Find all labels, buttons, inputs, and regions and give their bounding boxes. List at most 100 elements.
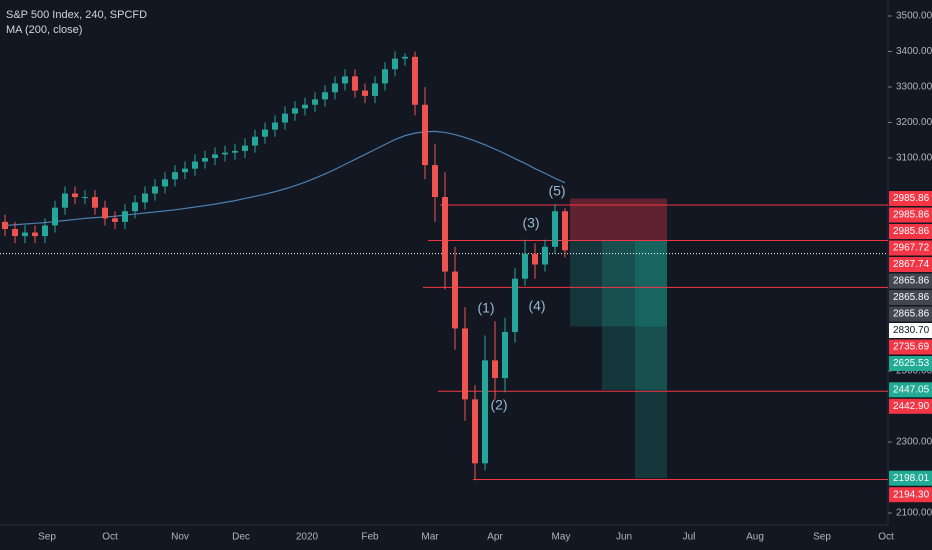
candle-body — [372, 83, 378, 96]
candle-body — [292, 108, 298, 114]
candle-body — [122, 211, 128, 222]
candle-body — [252, 136, 258, 146]
price-label: 2865.86 — [893, 276, 930, 287]
x-tick-label: Mar — [421, 532, 439, 543]
candle-body — [232, 150, 238, 153]
y-tick-label: 3400.00 — [896, 46, 932, 57]
candle-body — [162, 179, 168, 187]
candle-body — [212, 154, 218, 158]
x-tick-label: Oct — [102, 532, 118, 543]
x-tick-label: May — [552, 532, 571, 543]
candle-body — [272, 122, 278, 130]
price-label: 2447.05 — [893, 384, 930, 395]
candle-body — [472, 399, 478, 464]
price-label-box — [889, 487, 932, 503]
candle-body — [532, 253, 538, 265]
y-tick-label: 2500.00 — [896, 366, 932, 377]
price-label-box — [889, 290, 932, 306]
y-tick-label: 3500.00 — [896, 11, 932, 22]
candle-body — [222, 152, 228, 155]
candle-body — [452, 271, 458, 329]
price-label-box — [889, 356, 932, 372]
candle-body — [112, 218, 118, 222]
candle-body — [432, 165, 438, 198]
candle-body — [552, 211, 558, 247]
price-label-box — [889, 306, 932, 322]
candle-body — [502, 331, 508, 379]
candle-body — [172, 172, 178, 180]
candle-body — [542, 246, 548, 265]
candle-body — [522, 253, 528, 279]
wave-label: (5) — [548, 183, 565, 199]
candle-body — [362, 90, 368, 96]
target-zone — [635, 240, 667, 479]
price-label: 2985.86 — [893, 226, 930, 237]
candle-body — [72, 193, 78, 198]
price-label: 2985.86 — [893, 210, 930, 221]
price-label-box — [889, 470, 932, 486]
candle-body — [42, 225, 48, 237]
wave-label: (2) — [490, 397, 507, 413]
candle-body — [2, 221, 8, 229]
y-tick-label: 3200.00 — [896, 117, 932, 128]
price-label-box — [889, 207, 932, 223]
candle-body — [142, 193, 148, 203]
x-tick-label: Nov — [171, 532, 189, 543]
candle-body — [52, 207, 58, 226]
candle-body — [312, 99, 318, 105]
y-tick-label: 2300.00 — [896, 437, 932, 448]
candle-body — [12, 229, 18, 237]
wave-label: (4) — [528, 298, 545, 314]
candle-body — [152, 186, 158, 194]
candle-body — [402, 56, 408, 59]
candle-body — [462, 328, 468, 400]
x-tick-label: Oct — [878, 532, 894, 543]
x-tick-label: Feb — [361, 532, 379, 543]
candle-body — [192, 161, 198, 169]
target-zone — [602, 240, 667, 390]
price-label-box — [889, 224, 932, 240]
wave-label: (1) — [477, 300, 494, 316]
candle-body — [132, 202, 138, 212]
candle-body — [562, 211, 568, 251]
price-label: 2194.30 — [893, 489, 930, 500]
candle-body — [512, 278, 518, 332]
candle-body — [482, 360, 488, 464]
price-label-box — [889, 191, 932, 207]
candle-body — [182, 168, 188, 173]
candle-body — [262, 129, 268, 137]
price-label: 2198.01 — [893, 473, 930, 484]
y-tick-label: 3100.00 — [896, 153, 932, 164]
candle-body — [302, 104, 308, 109]
indicator-title: MA (200, close) — [6, 24, 82, 36]
x-tick-label: 2020 — [296, 532, 319, 543]
price-label: 2867.74 — [893, 259, 930, 270]
moving-average — [4, 130, 566, 227]
price-label: 2735.69 — [893, 342, 930, 353]
x-tick-label: Jun — [616, 532, 632, 543]
candle-body — [332, 83, 338, 93]
candle-body — [82, 197, 88, 199]
price-label: 2865.86 — [893, 292, 930, 303]
y-tick-label: 2100.00 — [896, 508, 932, 519]
candle-body — [32, 232, 38, 237]
x-tick-label: Apr — [487, 532, 503, 543]
price-label: 2967.72 — [893, 243, 930, 254]
x-tick-label: Sep — [38, 532, 56, 543]
candle-body — [422, 104, 428, 166]
price-label: 2865.86 — [893, 309, 930, 320]
stop-zone — [570, 198, 667, 241]
chart-title: S&P 500 Index, 240, SPCFD — [6, 9, 147, 21]
price-label-box — [889, 240, 932, 256]
candle-body — [382, 69, 388, 84]
y-tick-label: 3300.00 — [896, 82, 932, 93]
price-label-box — [889, 273, 932, 289]
x-tick-label: Dec — [232, 532, 250, 543]
candle-body — [282, 113, 288, 123]
price-label: 2985.86 — [893, 193, 930, 204]
candle-body — [202, 158, 208, 162]
candle-body — [22, 232, 28, 237]
candle-body — [92, 197, 98, 208]
